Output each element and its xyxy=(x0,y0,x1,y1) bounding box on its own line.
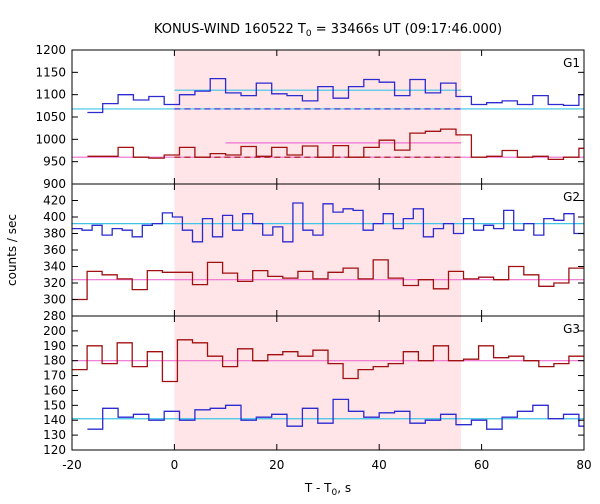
y-tick-label-g3: 150 xyxy=(43,398,66,412)
y-tick-label-g1: 1150 xyxy=(35,65,66,79)
y-tick-label-g2: 400 xyxy=(43,210,66,224)
plot-layer: 90095010001050110011501200G1280300320340… xyxy=(35,43,591,472)
series-g1-blue xyxy=(87,77,584,114)
y-tick-label-g1: 1000 xyxy=(35,132,66,146)
x-axis-label: T - T0, s xyxy=(304,481,351,498)
y-tick-label-g2: 380 xyxy=(43,227,66,241)
x-tick-label: 20 xyxy=(269,458,284,472)
y-tick-label-g2: 300 xyxy=(43,293,66,307)
panel-label-g2: G2 xyxy=(563,190,580,204)
y-tick-label-g1: 1100 xyxy=(35,88,66,102)
y-tick-label-g3: 120 xyxy=(43,443,66,457)
y-tick-label-g1: 1200 xyxy=(35,43,66,57)
y-tick-label-g3: 160 xyxy=(43,383,66,397)
y-tick-label-g1: 950 xyxy=(43,155,66,169)
panel-frame-g3 xyxy=(71,315,585,451)
y-tick-label-g2: 360 xyxy=(43,243,66,257)
y-tick-label-g2: 280 xyxy=(43,309,66,323)
series-g3-blue xyxy=(87,398,584,430)
y-tick-label-g3: 180 xyxy=(43,354,66,368)
y-tick-label-g3: 170 xyxy=(43,369,66,383)
y-tick-label-g2: 320 xyxy=(43,276,66,290)
x-tick-label: 40 xyxy=(372,458,387,472)
series-g2-blue xyxy=(72,202,584,243)
y-tick-label-g2: 420 xyxy=(43,194,66,208)
y-tick-label-g2: 340 xyxy=(43,260,66,274)
y-tick-label-g3: 190 xyxy=(43,339,66,353)
panel-label-g3: G3 xyxy=(563,322,580,336)
y-tick-label-g3: 130 xyxy=(43,428,66,442)
x-tick-label: 60 xyxy=(474,458,489,472)
series-g3-red xyxy=(72,339,584,383)
x-tick-label: 80 xyxy=(576,458,591,472)
y-tick-label-g1: 900 xyxy=(43,177,66,191)
x-tick-label: -20 xyxy=(62,458,82,472)
panel-label-g1: G1 xyxy=(563,56,580,70)
series-g2-red xyxy=(72,259,584,301)
y-tick-label-g3: 200 xyxy=(43,324,66,338)
chart-title: KONUS-WIND 160522 T0 = 33466s UT (09:17:… xyxy=(154,22,502,39)
shaded-interval xyxy=(174,50,462,450)
y-tick-label-g1: 1050 xyxy=(35,110,66,124)
x-tick-label: 0 xyxy=(171,458,179,472)
series-g1-red xyxy=(87,128,584,161)
y-tick-label-g3: 140 xyxy=(43,413,66,427)
y-axis-label: counts / sec xyxy=(5,214,19,286)
